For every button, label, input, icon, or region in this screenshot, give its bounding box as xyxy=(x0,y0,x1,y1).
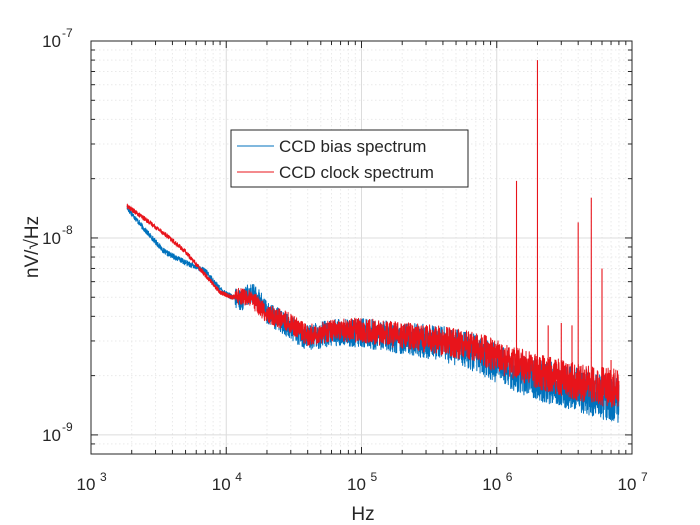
y-tick-label: 10 xyxy=(42,426,61,445)
x-tick-label: 10 xyxy=(212,475,231,494)
x-tick-label: 10 xyxy=(482,475,501,494)
y-tick-label: 10 xyxy=(42,229,61,248)
x-tick-label-exponent: 4 xyxy=(235,470,242,484)
x-tick-label-exponent: 6 xyxy=(506,470,513,484)
x-axis-label: Hz xyxy=(351,504,374,525)
y-tick-label-exponent: -7 xyxy=(62,26,73,40)
x-tick-label-exponent: 3 xyxy=(100,470,107,484)
y-tick-label-exponent: -8 xyxy=(62,223,73,237)
legend-box xyxy=(230,129,469,188)
x-tick-label: 10 xyxy=(618,475,637,494)
x-tick-label: 10 xyxy=(347,475,366,494)
y-axis-label: nV/√Hz xyxy=(22,216,43,278)
legend-label-bias: CCD bias spectrum xyxy=(279,137,426,156)
series-layer xyxy=(126,60,620,423)
legend-label-clock: CCD clock spectrum xyxy=(279,163,434,182)
x-tick-label: 10 xyxy=(77,475,96,494)
x-tick-label-exponent: 7 xyxy=(641,470,648,484)
y-tick-label: 10 xyxy=(42,32,61,51)
x-tick-labels: 10 3 10 4 10 5 10 6 10 7 xyxy=(77,470,648,494)
y-tick-label-exponent: -9 xyxy=(62,420,73,434)
legend[interactable]: CCD bias spectrum CCD clock spectrum xyxy=(230,129,469,188)
ticks-layer xyxy=(90,40,632,455)
x-tick-label-exponent: 5 xyxy=(371,470,378,484)
y-tick-labels: 10-910-810-7 xyxy=(42,26,73,445)
